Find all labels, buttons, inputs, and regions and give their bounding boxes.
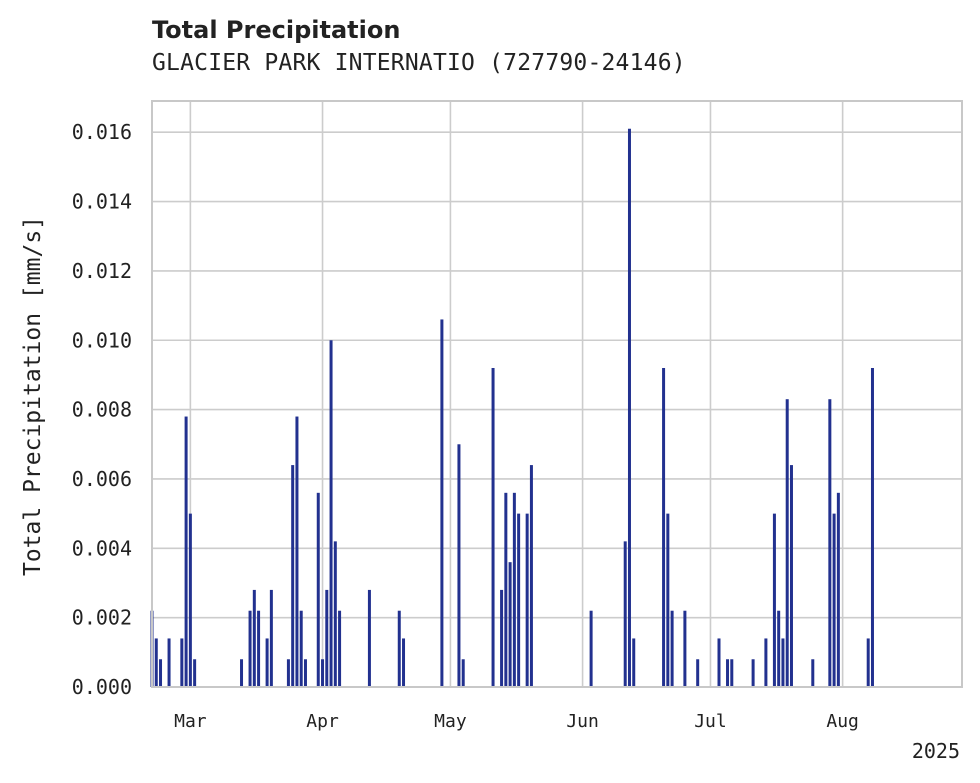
precip-bar	[299, 610, 303, 687]
precip-bar	[870, 367, 874, 687]
precip-bar	[325, 589, 329, 687]
precip-bar	[321, 659, 325, 687]
y-tick-label: 0.000	[72, 675, 132, 699]
x-tick-label: Apr	[306, 711, 339, 732]
x-tick-label: Mar	[174, 711, 207, 732]
precip-bar	[632, 638, 636, 687]
precip-bar	[180, 638, 184, 687]
precip-bar	[589, 610, 593, 687]
grid	[152, 101, 962, 688]
precip-bar	[252, 589, 256, 687]
precip-bar	[461, 659, 465, 687]
precip-bar	[184, 416, 188, 687]
y-tick-label: 0.016	[72, 120, 132, 144]
precip-bar	[440, 319, 444, 687]
precip-bar	[789, 465, 793, 687]
y-tick-label: 0.006	[72, 467, 132, 491]
precip-bar	[504, 492, 508, 687]
precip-bar	[193, 659, 197, 687]
precip-bar	[338, 610, 342, 687]
y-tick-label: 0.008	[72, 398, 132, 422]
precip-bar	[500, 589, 504, 687]
precip-bar	[517, 513, 521, 687]
precip-bar	[726, 659, 730, 687]
y-tick-label: 0.002	[72, 606, 132, 630]
y-tick-label: 0.012	[72, 259, 132, 283]
precip-bar	[764, 638, 768, 687]
x-axis-year-label: 2025	[912, 739, 960, 763]
chart-title: Total Precipitation	[152, 16, 401, 44]
precip-bar	[717, 638, 721, 687]
precip-bar	[316, 492, 320, 687]
precip-bar	[367, 589, 371, 687]
precip-bar	[188, 513, 192, 687]
x-tick-label: Jun	[566, 711, 599, 732]
precip-bar	[866, 638, 870, 687]
x-axis-ticks: Mar Apr May Jun Jul Aug	[174, 711, 859, 732]
chart-subtitle: GLACIER PARK INTERNATIO (727790-24146)	[152, 50, 686, 76]
precip-bar	[623, 541, 627, 687]
precip-bar	[772, 513, 776, 687]
precip-bar	[286, 659, 290, 687]
x-tick-label: Jul	[694, 711, 727, 732]
precip-bar	[508, 562, 512, 687]
precip-bar	[333, 541, 337, 687]
precip-bar	[751, 659, 755, 687]
precip-bar	[248, 610, 252, 687]
precip-bar	[269, 589, 273, 687]
plot-frame	[151, 100, 963, 688]
y-tick-label: 0.010	[72, 328, 132, 352]
precip-bar	[512, 492, 516, 687]
precip-bar	[295, 416, 299, 687]
precip-bar	[291, 465, 295, 687]
precip-bar	[397, 610, 401, 687]
precip-bar	[529, 465, 533, 687]
precip-bar	[265, 638, 269, 687]
precip-bar	[329, 340, 333, 687]
precip-bar	[627, 128, 631, 688]
precip-bar	[525, 513, 529, 687]
precip-bar	[836, 492, 840, 687]
precip-bar	[781, 638, 785, 687]
y-axis-ticks: 0.000 0.002 0.004 0.006 0.008 0.010 0.012 0.014…	[72, 120, 132, 699]
precip-bar	[167, 638, 171, 687]
precip-bar	[159, 659, 163, 687]
precip-bar	[730, 659, 734, 687]
precip-bar	[777, 610, 781, 687]
precip-bar	[828, 399, 832, 687]
x-tick-label: Aug	[826, 711, 859, 732]
precip-bar	[402, 638, 406, 687]
precip-bar	[832, 513, 836, 687]
y-tick-label: 0.014	[72, 190, 132, 214]
bars	[150, 128, 874, 688]
precip-bar	[491, 367, 495, 687]
x-tick-label: May	[434, 711, 467, 732]
precip-bar	[240, 659, 244, 687]
precip-bar	[662, 367, 666, 687]
precip-bar	[683, 610, 687, 687]
precip-bar	[666, 513, 670, 687]
precip-bar	[811, 659, 815, 687]
precip-bar	[303, 659, 307, 687]
precip-bar	[670, 610, 674, 687]
precip-bar	[457, 444, 461, 687]
y-axis-label: Total Precipitation [mm/s]	[20, 216, 46, 576]
precip-bar	[785, 399, 789, 687]
precip-bar	[696, 659, 700, 687]
precip-bar	[257, 610, 261, 687]
y-tick-label: 0.004	[72, 536, 132, 560]
precip-bar	[154, 638, 158, 687]
